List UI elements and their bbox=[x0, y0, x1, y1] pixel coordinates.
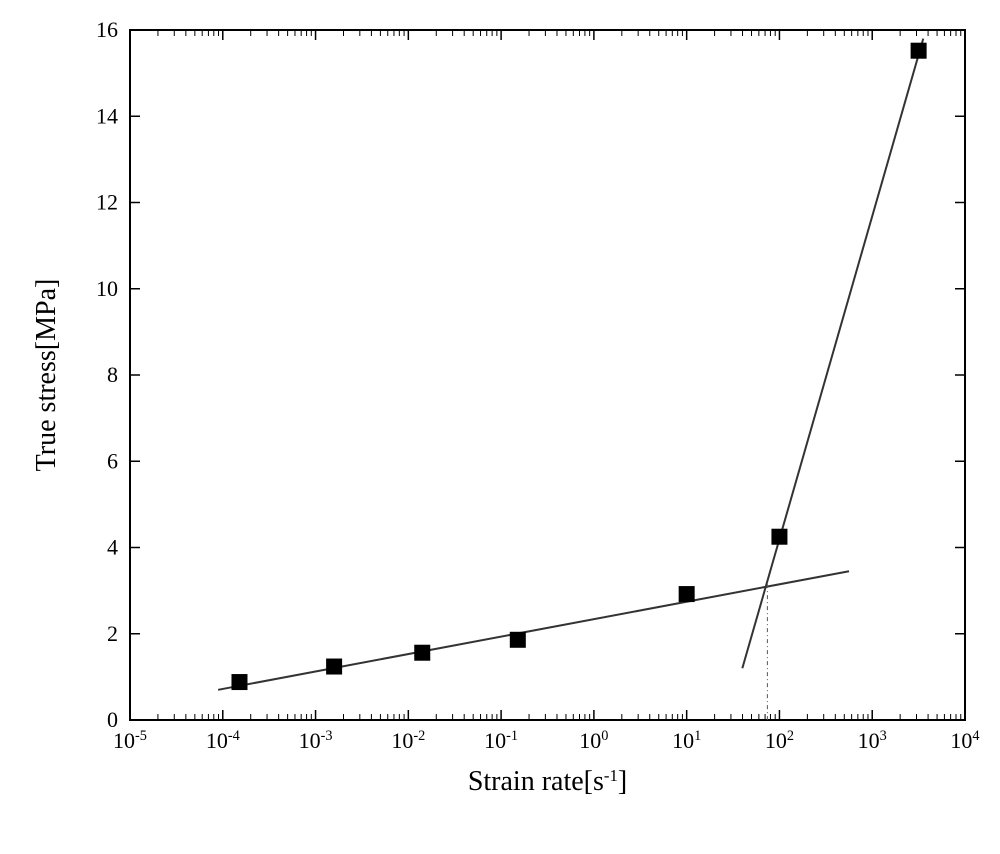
y-tick-label: 10 bbox=[96, 276, 118, 301]
y-tick-label: 8 bbox=[107, 362, 118, 387]
y-tick-label: 4 bbox=[107, 535, 118, 560]
y-tick-label: 0 bbox=[107, 707, 118, 732]
y-tick-label: 16 bbox=[96, 17, 118, 42]
data-point bbox=[231, 674, 247, 690]
stress-strainrate-chart: 10-510-410-310-210-110010110210310402468… bbox=[0, 0, 1000, 854]
y-tick-label: 12 bbox=[96, 190, 118, 215]
data-point bbox=[679, 586, 695, 602]
data-point bbox=[771, 529, 787, 545]
y-tick-label: 6 bbox=[107, 448, 118, 473]
chart-svg: 10-510-410-310-210-110010110210310402468… bbox=[0, 0, 1000, 854]
y-tick-label: 2 bbox=[107, 621, 118, 646]
y-axis-label: True stress[MPa] bbox=[31, 279, 62, 472]
data-point bbox=[510, 632, 526, 648]
x-axis-label: Strain rate[s-1] bbox=[468, 766, 627, 798]
data-point bbox=[326, 659, 342, 675]
data-point bbox=[414, 645, 430, 661]
data-point bbox=[911, 43, 927, 59]
y-tick-label: 14 bbox=[96, 103, 118, 128]
